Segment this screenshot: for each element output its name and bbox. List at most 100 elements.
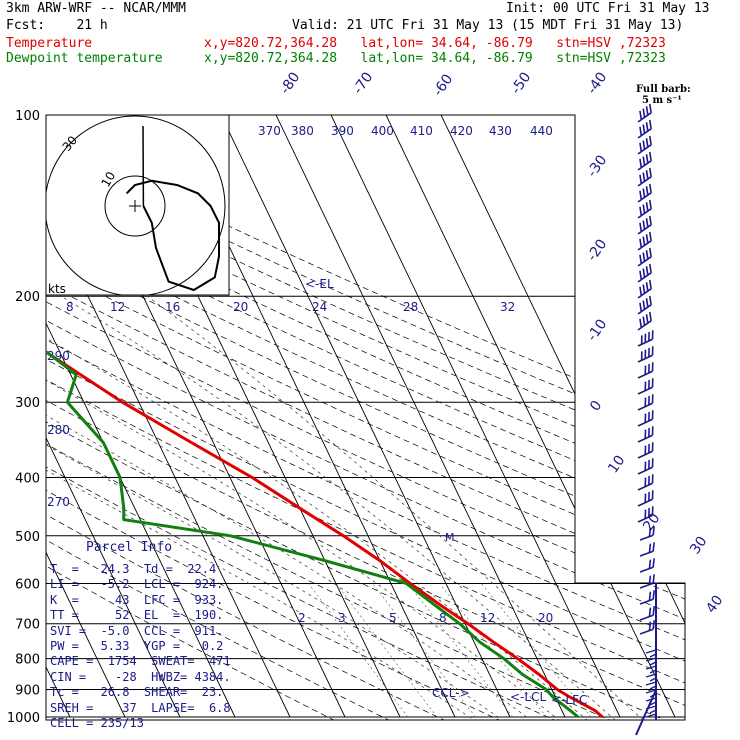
theta-label-left: 290 <box>47 349 70 363</box>
wind-barb <box>639 526 655 541</box>
wind-barb <box>637 263 652 283</box>
wind-barb-tick <box>649 677 657 682</box>
lfc-annotation: <-LFC <box>551 693 587 707</box>
wind-barb-tick <box>645 713 657 718</box>
parcel-info-row: LI = -5.2 LCL = 924. <box>50 577 224 592</box>
isotherm-line <box>330 115 621 718</box>
parcel-info-row: PW = 5.33 YGP = 0.2 <box>50 639 224 653</box>
mixing-ratio-label: 16 <box>165 300 180 314</box>
dry-adiabat <box>46 115 465 720</box>
barb-key-line2: 5 m s⁻¹ <box>642 95 682 106</box>
wind-barb <box>637 311 652 331</box>
wind-barb <box>637 199 652 219</box>
dry-adiabat <box>46 115 685 720</box>
dry-adiabat <box>46 115 685 720</box>
wind-barb <box>637 378 654 395</box>
wind-barb <box>639 574 655 589</box>
wind-barb-tick <box>649 709 657 714</box>
theta-label: 370 <box>258 124 281 138</box>
wind-barb-tick <box>645 681 657 686</box>
isotherm-line <box>275 115 566 718</box>
wind-barb <box>637 167 652 187</box>
parcel-info-row: CAPE = 1754 SWEAT= 471 <box>50 654 231 669</box>
wind-barb <box>637 362 654 379</box>
theta-label: 400 <box>371 124 394 138</box>
mixing-ratio-line <box>439 583 547 718</box>
mixing-ratio-line <box>308 583 409 718</box>
isobar-label-600: 600 <box>15 577 40 592</box>
mixing-ratio-label: 20 <box>538 611 553 625</box>
hodo-ring-outer <box>46 115 226 295</box>
valid-time: Valid: 21 UTC Fri 31 May 13 (15 MDT Fri … <box>292 18 684 33</box>
isotherm-label: -10 <box>584 316 610 344</box>
mixing-ratio-label: 5 <box>389 611 397 625</box>
wind-barb-tick <box>645 657 657 662</box>
wind-barb-tick <box>649 661 657 666</box>
mixing-ratio-label: 8 <box>439 611 447 625</box>
m-annotation: M <box>445 531 455 544</box>
model-title: 3km ARW-WRF -- NCAR/MMM <box>6 1 187 16</box>
hodograph-trace <box>125 179 220 292</box>
isotherm-label: 0 <box>587 398 605 414</box>
wind-barb <box>637 231 652 251</box>
moist-adiabat <box>46 295 544 720</box>
wind-barb <box>639 606 655 621</box>
isotherm-line <box>0 115 15 717</box>
dry-adiabat <box>46 115 577 720</box>
parcel-info-row: SVI = -5.0 CCL = 911. <box>50 623 224 638</box>
isobar-label-1000: 1000 <box>7 711 40 726</box>
parcel-info-row: CIN = -28 HWBZ= 4384. <box>50 669 231 684</box>
parcel-info-row: CELL = 235/13 <box>50 716 144 730</box>
moist-adiabat <box>61 295 627 720</box>
forecast-hour: Fcst: 21 h <box>6 18 108 33</box>
dewpoint-location: x,y=820.72,364.28 lat,lon= 34.64, -86.79… <box>204 51 666 66</box>
isotherm-line <box>220 115 511 718</box>
mixing-ratio-label: 8 <box>66 300 74 314</box>
wind-barb-tick <box>649 701 657 706</box>
dry-adiabat <box>46 115 633 720</box>
isotherm-label: -40 <box>584 69 610 97</box>
theta-label-left: 280 <box>47 423 70 437</box>
wind-barb-tick <box>649 685 657 690</box>
mixing-ratio-label: 12 <box>480 611 495 625</box>
isobar-label-800: 800 <box>15 653 40 668</box>
theta-label: 430 <box>489 124 512 138</box>
wind-barb <box>637 426 654 443</box>
parcel-info-row: TT = 52 EL = 190. <box>50 608 224 623</box>
isobar-label-500: 500 <box>15 530 40 545</box>
isobar-label-700: 700 <box>15 618 40 633</box>
isobar-label-100: 100 <box>15 109 40 124</box>
isotherm-label: -60 <box>430 71 456 99</box>
wind-barb-tick <box>645 689 657 694</box>
dry-adiabat <box>46 115 685 720</box>
isotherm-label: -30 <box>584 152 610 180</box>
wind-barb-tick <box>649 669 657 674</box>
mixing-ratio-label: 3 <box>338 611 346 625</box>
dry-adiabat <box>46 115 685 720</box>
wind-barb <box>637 215 652 235</box>
isotherm-line <box>46 115 126 718</box>
theta-label: 440 <box>530 124 553 138</box>
theta-label: 410 <box>410 124 433 138</box>
mixing-ratio-label: 28 <box>403 300 418 314</box>
dewpoint-profile <box>46 115 580 719</box>
hodo-ring-inner-label: 10 <box>98 169 118 189</box>
wind-barb <box>637 458 654 475</box>
moist-adiabat <box>46 295 572 720</box>
isotherm-label: -70 <box>350 69 376 97</box>
isotherm-label: -50 <box>508 69 534 97</box>
wind-barb <box>637 410 654 427</box>
ccl-annotation: CCL-> <box>432 686 470 700</box>
mixing-ratio-label: 32 <box>500 300 515 314</box>
wind-barb <box>637 506 654 523</box>
el-annotation: <-EL <box>305 277 334 291</box>
isobar-label-300: 300 <box>15 396 40 411</box>
wind-barb <box>637 474 654 491</box>
wind-barb <box>637 346 654 363</box>
wind-barb <box>637 330 654 347</box>
wind-barb <box>637 103 652 123</box>
isotherm-label: 30 <box>687 534 710 558</box>
wind-barb <box>637 183 652 203</box>
init-time: Init: 00 UTC Fri 31 May 13 <box>506 1 710 16</box>
